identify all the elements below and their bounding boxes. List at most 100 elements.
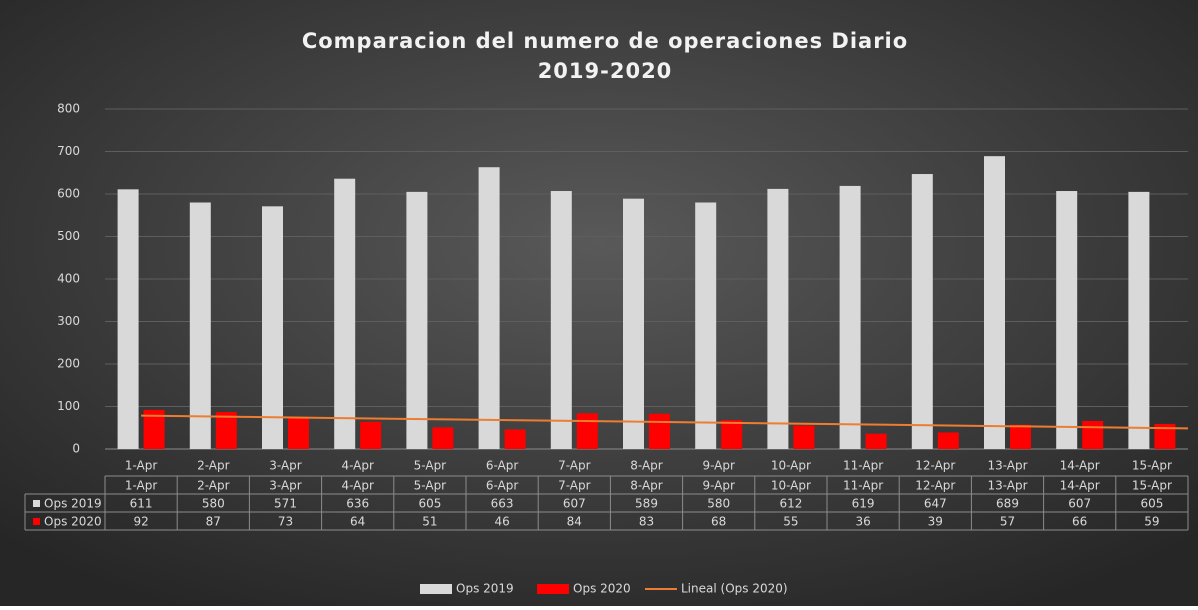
table-legend-key xyxy=(33,500,40,507)
x-tick-label: 14-Apr xyxy=(1060,459,1100,473)
table-header: 10-Apr xyxy=(771,479,811,493)
trendline xyxy=(141,414,1189,430)
table-cell: 46 xyxy=(494,515,509,529)
x-tick-label: 4-Apr xyxy=(341,459,374,473)
bar xyxy=(865,433,887,449)
y-tick-label: 400 xyxy=(57,272,80,286)
table-cell: 611 xyxy=(130,497,153,511)
table-cell: 36 xyxy=(855,515,870,529)
table-cell: 84 xyxy=(567,515,582,529)
bar xyxy=(839,185,861,450)
legend-key xyxy=(537,584,569,594)
bar xyxy=(695,202,717,449)
table-cell: 57 xyxy=(1000,515,1015,529)
legend-key xyxy=(420,584,452,594)
table-cell: 663 xyxy=(491,497,514,511)
table-header: 8-Apr xyxy=(630,479,663,493)
table-cell: 66 xyxy=(1072,515,1087,529)
bar xyxy=(189,202,211,449)
x-tick-label: 2-Apr xyxy=(197,459,230,473)
bar xyxy=(984,156,1005,450)
table-cell: 647 xyxy=(924,497,947,511)
x-tick-label: 9-Apr xyxy=(702,459,735,473)
x-tick-label: 6-Apr xyxy=(486,459,519,473)
x-tick-label: 7-Apr xyxy=(558,459,591,473)
table-cell: 571 xyxy=(274,497,297,511)
table-header: 1-Apr xyxy=(125,479,158,493)
x-tick-label: 1-Apr xyxy=(125,459,158,473)
x-tick-label: 5-Apr xyxy=(414,459,447,473)
table-cell: 87 xyxy=(206,515,221,529)
legend-label: Ops 2020 xyxy=(573,582,631,596)
bar xyxy=(937,432,959,449)
x-tick-label: 15-Apr xyxy=(1132,459,1172,473)
table-header: 15-Apr xyxy=(1132,479,1172,493)
x-tick-label: 12-Apr xyxy=(915,459,955,473)
table-legend-key xyxy=(33,518,40,525)
x-tick-label: 8-Apr xyxy=(630,459,663,473)
table-cell: 605 xyxy=(1140,497,1163,511)
table-cell: 39 xyxy=(928,515,943,529)
legend-label: Lineal (Ops 2020) xyxy=(681,582,788,596)
legend-label: Ops 2019 xyxy=(456,582,514,596)
bar xyxy=(911,174,933,449)
x-tick-label: 3-Apr xyxy=(269,459,302,473)
x-tick-label: 11-Apr xyxy=(843,459,883,473)
y-tick-label: 700 xyxy=(57,144,80,158)
table-row-label: Ops 2020 xyxy=(44,515,102,529)
bar xyxy=(262,206,283,449)
table-cell: 51 xyxy=(422,515,437,529)
bar xyxy=(360,421,382,449)
table-cell: 92 xyxy=(133,515,148,529)
bar xyxy=(143,409,165,449)
table-header: 3-Apr xyxy=(269,479,302,493)
table-cell: 636 xyxy=(346,497,369,511)
bar xyxy=(406,191,428,449)
bar xyxy=(432,427,454,449)
bar xyxy=(1010,424,1031,449)
table-header: 2-Apr xyxy=(197,479,230,493)
table-cell: 580 xyxy=(707,497,730,511)
bar xyxy=(721,420,743,449)
table-cell: 55 xyxy=(783,515,798,529)
y-tick-label: 800 xyxy=(57,102,80,116)
table-cell: 83 xyxy=(639,515,654,529)
table-header: 11-Apr xyxy=(843,479,883,493)
bar xyxy=(117,189,139,449)
table-cell: 605 xyxy=(418,497,441,511)
y-tick-label: 200 xyxy=(57,357,80,371)
bar xyxy=(215,412,237,449)
table-cell: 59 xyxy=(1144,515,1159,529)
table-cell: 607 xyxy=(563,497,586,511)
y-tick-label: 600 xyxy=(57,187,80,201)
table-cell: 612 xyxy=(779,497,802,511)
bar xyxy=(478,167,500,449)
y-tick-label: 0 xyxy=(72,442,80,456)
bar xyxy=(793,425,815,449)
table-cell: 73 xyxy=(278,515,293,529)
y-tick-label: 100 xyxy=(57,399,80,413)
table-header: 12-Apr xyxy=(915,479,955,493)
table-cell: 607 xyxy=(1068,497,1091,511)
bar xyxy=(1128,191,1150,449)
table-header: 14-Apr xyxy=(1060,479,1100,493)
bar xyxy=(1082,420,1104,449)
table-cell: 589 xyxy=(635,497,658,511)
table-row-label: Ops 2019 xyxy=(44,497,102,511)
bar xyxy=(288,417,309,449)
table-header: 13-Apr xyxy=(987,479,1027,493)
y-tick-label: 300 xyxy=(57,314,80,328)
table-header: 6-Apr xyxy=(486,479,519,493)
table-cell: 689 xyxy=(996,497,1019,511)
table-header: 7-Apr xyxy=(558,479,591,493)
x-tick-label: 10-Apr xyxy=(771,459,811,473)
x-tick-label: 13-Apr xyxy=(987,459,1027,473)
y-tick-label: 500 xyxy=(57,229,80,243)
table-cell: 580 xyxy=(202,497,225,511)
bar xyxy=(649,413,670,449)
bar xyxy=(1154,423,1176,449)
bar xyxy=(623,198,644,449)
table-header: 4-Apr xyxy=(341,479,374,493)
